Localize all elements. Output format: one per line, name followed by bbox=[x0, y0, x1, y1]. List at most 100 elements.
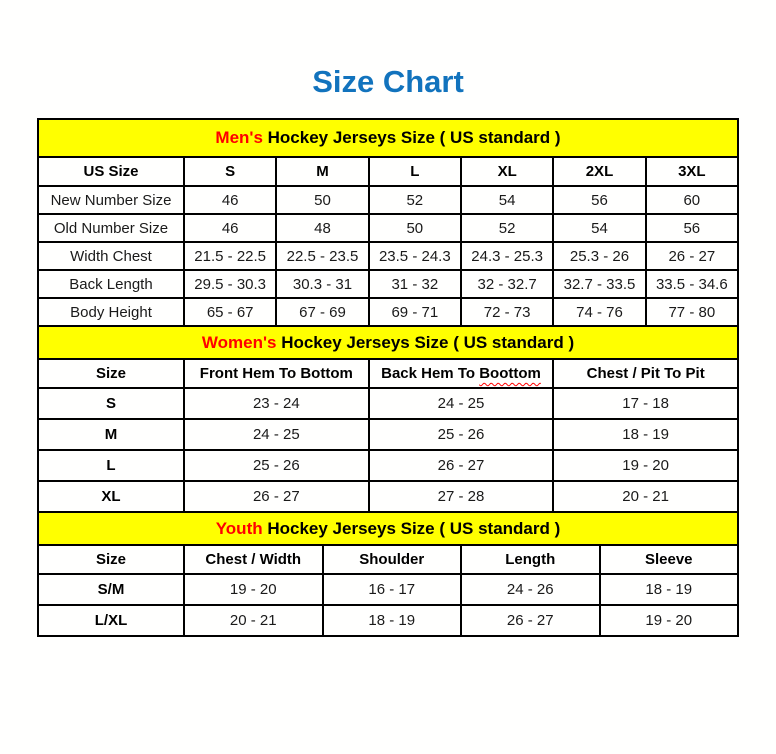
row-label: L bbox=[37, 449, 185, 482]
row-label: S bbox=[37, 387, 185, 420]
header-cell: Sleeve bbox=[598, 544, 739, 575]
data-cell: 25 - 26 bbox=[183, 449, 370, 482]
band-text: Hockey Jerseys Size ( US standard ) bbox=[262, 128, 561, 147]
data-cell: 18 - 19 bbox=[321, 604, 462, 637]
data-cell: 17 - 18 bbox=[552, 387, 739, 420]
data-cell: 56 bbox=[552, 185, 647, 215]
data-cell: 65 - 67 bbox=[182, 297, 278, 327]
data-cell: 26 - 27 bbox=[460, 604, 601, 637]
table-row: S/M 19 - 20 16 - 17 24 - 26 18 - 19 bbox=[37, 573, 739, 606]
table-row: Width Chest 21.5 - 22.5 22.5 - 23.5 23.5… bbox=[37, 241, 740, 271]
mens-header-row: US Size S M L XL 2XL 3XL bbox=[37, 156, 740, 187]
data-cell: 33.5 - 34.6 bbox=[644, 269, 740, 299]
data-cell: 23 - 24 bbox=[183, 387, 370, 420]
data-cell: 31 - 32 bbox=[367, 269, 462, 299]
data-cell: 24 - 25 bbox=[367, 387, 555, 420]
mens-size-table: Men's Hockey Jerseys Size ( US standard … bbox=[37, 118, 740, 327]
womens-section-band: Women's Hockey Jerseys Size ( US standar… bbox=[37, 325, 739, 360]
data-cell: 21.5 - 22.5 bbox=[182, 241, 278, 271]
womens-header-row: Size Front Hem To Bottom Back Hem To Boo… bbox=[37, 358, 739, 389]
data-cell: 26 - 27 bbox=[644, 241, 740, 271]
data-cell: 18 - 19 bbox=[552, 418, 739, 451]
header-cell: US Size bbox=[37, 156, 185, 187]
data-cell: 20 - 21 bbox=[552, 480, 739, 513]
table-row: L 25 - 26 26 - 27 19 - 20 bbox=[37, 449, 739, 482]
band-highlight: Women's bbox=[201, 332, 277, 352]
data-cell: 25.3 - 26 bbox=[552, 241, 647, 271]
data-cell: 19 - 20 bbox=[552, 449, 739, 482]
data-cell: 26 - 27 bbox=[183, 480, 370, 513]
row-label: New Number Size bbox=[37, 185, 185, 215]
header-cell: Front Hem To Bottom bbox=[183, 358, 370, 389]
data-cell: 50 bbox=[275, 185, 370, 215]
data-cell: 56 bbox=[644, 213, 740, 243]
header-cell: Shoulder bbox=[321, 544, 462, 575]
youth-section-band: Youth Hockey Jerseys Size ( US standard … bbox=[37, 511, 739, 546]
row-label: Width Chest bbox=[37, 241, 185, 271]
header-cell: Size bbox=[37, 544, 185, 575]
data-cell: 24 - 26 bbox=[460, 573, 601, 606]
header-cell: S bbox=[182, 156, 278, 187]
youth-header-row: Size Chest / Width Shoulder Length Sleev… bbox=[37, 544, 739, 575]
data-cell: 26 - 27 bbox=[367, 449, 555, 482]
band-text: Hockey Jerseys Size ( US standard ) bbox=[262, 518, 561, 538]
data-cell: 54 bbox=[459, 185, 555, 215]
row-label: L/XL bbox=[37, 604, 185, 637]
data-cell: 50 bbox=[367, 213, 462, 243]
data-cell: 77 - 80 bbox=[644, 297, 740, 327]
header-cell: Length bbox=[460, 544, 601, 575]
data-cell: 22.5 - 23.5 bbox=[275, 241, 370, 271]
data-cell: 46 bbox=[182, 213, 278, 243]
data-cell: 52 bbox=[367, 185, 462, 215]
header-cell: Chest / Pit To Pit bbox=[552, 358, 739, 389]
size-chart: Men's Hockey Jerseys Size ( US standard … bbox=[37, 118, 740, 637]
header-cell: Chest / Width bbox=[183, 544, 324, 575]
band-text: Hockey Jerseys Size ( US standard ) bbox=[276, 332, 575, 352]
data-cell: 46 bbox=[182, 185, 278, 215]
data-cell: 32.7 - 33.5 bbox=[552, 269, 647, 299]
table-row: Back Length 29.5 - 30.3 30.3 - 31 31 - 3… bbox=[37, 269, 740, 299]
header-cell: 3XL bbox=[644, 156, 740, 187]
data-cell: 18 - 19 bbox=[598, 573, 739, 606]
data-cell: 72 - 73 bbox=[459, 297, 555, 327]
youth-size-table: Youth Hockey Jerseys Size ( US standard … bbox=[37, 511, 739, 637]
data-cell: 29.5 - 30.3 bbox=[182, 269, 278, 299]
page-title: Size Chart bbox=[312, 64, 464, 99]
table-row: L/XL 20 - 21 18 - 19 26 - 27 19 - 20 bbox=[37, 604, 739, 637]
data-cell: 23.5 - 24.3 bbox=[367, 241, 462, 271]
header-cell: XL bbox=[459, 156, 555, 187]
table-row: M 24 - 25 25 - 26 18 - 19 bbox=[37, 418, 739, 451]
table-row: Body Height 65 - 67 67 - 69 69 - 71 72 -… bbox=[37, 297, 740, 327]
row-label: Old Number Size bbox=[37, 213, 185, 243]
header-cell: M bbox=[275, 156, 370, 187]
row-label: XL bbox=[37, 480, 185, 513]
data-cell: 25 - 26 bbox=[367, 418, 555, 451]
header-cell: Size bbox=[37, 358, 185, 389]
table-row: XL 26 - 27 27 - 28 20 - 21 bbox=[37, 480, 739, 513]
table-row: Old Number Size 46 48 50 52 54 56 bbox=[37, 213, 740, 243]
data-cell: 32 - 32.7 bbox=[459, 269, 555, 299]
data-cell: 69 - 71 bbox=[367, 297, 462, 327]
data-cell: 60 bbox=[644, 185, 740, 215]
data-cell: 24.3 - 25.3 bbox=[459, 241, 555, 271]
header-cell: L bbox=[367, 156, 462, 187]
mens-section-band: Men's Hockey Jerseys Size ( US standard … bbox=[37, 118, 739, 158]
row-label: S/M bbox=[37, 573, 185, 606]
band-highlight: Youth bbox=[215, 518, 263, 538]
data-cell: 74 - 76 bbox=[552, 297, 647, 327]
data-cell: 24 - 25 bbox=[183, 418, 370, 451]
data-cell: 19 - 20 bbox=[183, 573, 324, 606]
data-cell: 48 bbox=[275, 213, 370, 243]
womens-size-table: Women's Hockey Jerseys Size ( US standar… bbox=[37, 325, 739, 513]
data-cell: 54 bbox=[552, 213, 647, 243]
table-row: S 23 - 24 24 - 25 17 - 18 bbox=[37, 387, 739, 420]
row-label: Body Height bbox=[37, 297, 185, 327]
row-label: M bbox=[37, 418, 185, 451]
data-cell: 16 - 17 bbox=[321, 573, 462, 606]
data-cell: 27 - 28 bbox=[367, 480, 555, 513]
row-label: Back Length bbox=[37, 269, 185, 299]
misspelled-word: Boottom bbox=[479, 365, 541, 382]
data-cell: 20 - 21 bbox=[183, 604, 324, 637]
header-cell: Back Hem To Boottom bbox=[367, 358, 555, 389]
band-cell: Youth Hockey Jerseys Size ( US standard … bbox=[37, 511, 739, 546]
